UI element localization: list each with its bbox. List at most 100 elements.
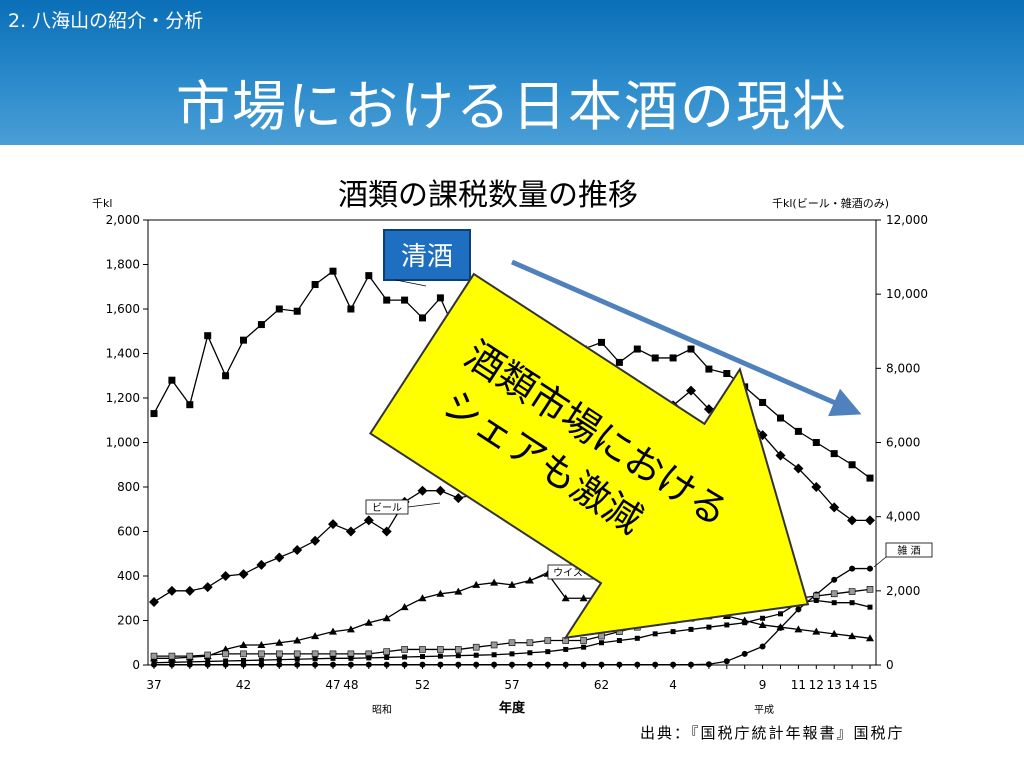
- point-square: [150, 410, 158, 418]
- label-beer: ビール: [365, 499, 441, 515]
- point-diamond: [847, 515, 858, 526]
- x-tick-label: 48: [343, 678, 358, 692]
- point-circle: [419, 661, 426, 668]
- point-triangle: [508, 580, 516, 588]
- point-triangle: [472, 580, 481, 588]
- point-circle: [312, 661, 319, 668]
- point-diamond: [811, 482, 822, 492]
- point-barx: [490, 641, 498, 649]
- point-circle: [849, 565, 856, 572]
- point-diamond: [310, 535, 321, 546]
- point-triangle: [794, 625, 803, 633]
- point-small-square: [402, 654, 408, 660]
- point-square: [275, 305, 283, 313]
- x-tick-label: 11: [791, 678, 806, 692]
- point-square: [329, 267, 337, 275]
- point-circle: [276, 661, 283, 668]
- point-circle: [831, 576, 838, 583]
- point-circle: [795, 606, 802, 613]
- point-circle: [777, 624, 784, 631]
- point-circle: [759, 643, 766, 650]
- point-triangle: [758, 620, 767, 628]
- point-small-square: [384, 654, 390, 660]
- point-triangle: [418, 594, 427, 602]
- point-small-square: [688, 626, 694, 632]
- point-barx: [580, 637, 587, 644]
- point-diamond: [238, 569, 249, 580]
- point-diamond: [829, 502, 840, 513]
- point-triangle: [293, 636, 302, 644]
- point-diamond: [363, 515, 374, 526]
- point-triangle: [382, 614, 391, 622]
- point-small-square: [366, 655, 372, 661]
- point-circle: [867, 565, 873, 572]
- point-barx: [150, 652, 158, 660]
- left-tick-label: 600: [117, 525, 140, 539]
- point-circle: [509, 661, 515, 668]
- point-small-square: [294, 656, 300, 662]
- point-diamond: [292, 545, 303, 556]
- point-barx: [472, 643, 480, 651]
- label-zasshu: 雑 酒: [873, 542, 933, 568]
- right-axis: 0 2,000 4,000 6,000 8,000 10,000 12,000: [876, 213, 928, 672]
- point-triangle: [239, 640, 248, 648]
- point-barx: [830, 590, 838, 598]
- right-tick-label: 12,000: [886, 213, 928, 227]
- point-triangle: [866, 634, 874, 642]
- point-small-square: [831, 600, 837, 606]
- point-diamond: [149, 596, 159, 607]
- point-small-square: [312, 656, 318, 662]
- point-diamond: [256, 559, 267, 570]
- left-tick-label: 1,400: [106, 347, 140, 361]
- point-small-square: [867, 604, 873, 610]
- point-small-square: [634, 635, 640, 641]
- right-tick-label: 4,000: [886, 510, 920, 524]
- right-tick-label: 2,000: [886, 584, 920, 598]
- point-barx: [437, 646, 444, 653]
- point-triangle: [490, 578, 499, 586]
- header-bar: 2. 八海山の紹介・分析 市場における日本酒の現状: [0, 0, 1024, 145]
- point-barx: [401, 646, 408, 653]
- point-circle: [526, 661, 533, 668]
- point-diamond: [793, 463, 804, 474]
- point-square: [365, 272, 373, 280]
- point-circle: [688, 661, 694, 668]
- x-tick-label: 15: [862, 678, 877, 692]
- point-diamond: [274, 552, 285, 563]
- point-small-square: [706, 624, 712, 630]
- point-square: [419, 314, 426, 322]
- point-diamond: [220, 571, 231, 581]
- point-square: [651, 354, 659, 362]
- point-diamond: [775, 450, 786, 461]
- trend-arrow: [511, 259, 862, 417]
- x-tick-label: 42: [236, 678, 251, 692]
- point-barx: [258, 650, 265, 658]
- point-square: [705, 365, 713, 373]
- x-tick-label: 62: [594, 678, 609, 692]
- svg-text:ビール: ビール: [372, 502, 402, 514]
- point-circle: [401, 661, 408, 668]
- point-small-square: [187, 659, 193, 665]
- point-square: [257, 321, 265, 329]
- x-tick-label: 52: [415, 678, 430, 692]
- right-tick-label: 6,000: [886, 436, 920, 450]
- point-small-square: [849, 600, 855, 606]
- point-small-square: [330, 655, 336, 661]
- point-small-square: [258, 657, 264, 663]
- point-triangle: [311, 632, 320, 640]
- point-small-square: [563, 646, 569, 652]
- point-circle: [258, 661, 265, 668]
- point-circle: [741, 650, 748, 657]
- point-small-square: [348, 655, 354, 661]
- big-callout-arrow: 酒類市場における シェアも激減: [368, 272, 810, 639]
- point-triangle: [329, 627, 337, 635]
- point-barx: [275, 650, 283, 658]
- point-square: [436, 294, 444, 302]
- x-tick-label: 37: [146, 678, 161, 692]
- svg-text:清酒: 清酒: [401, 242, 453, 272]
- x-tick-label: 13: [827, 678, 842, 692]
- point-triangle: [275, 638, 284, 646]
- point-square: [347, 305, 355, 313]
- x-tick-label: 14: [844, 678, 859, 692]
- section-label: 2. 八海山の紹介・分析: [8, 10, 204, 32]
